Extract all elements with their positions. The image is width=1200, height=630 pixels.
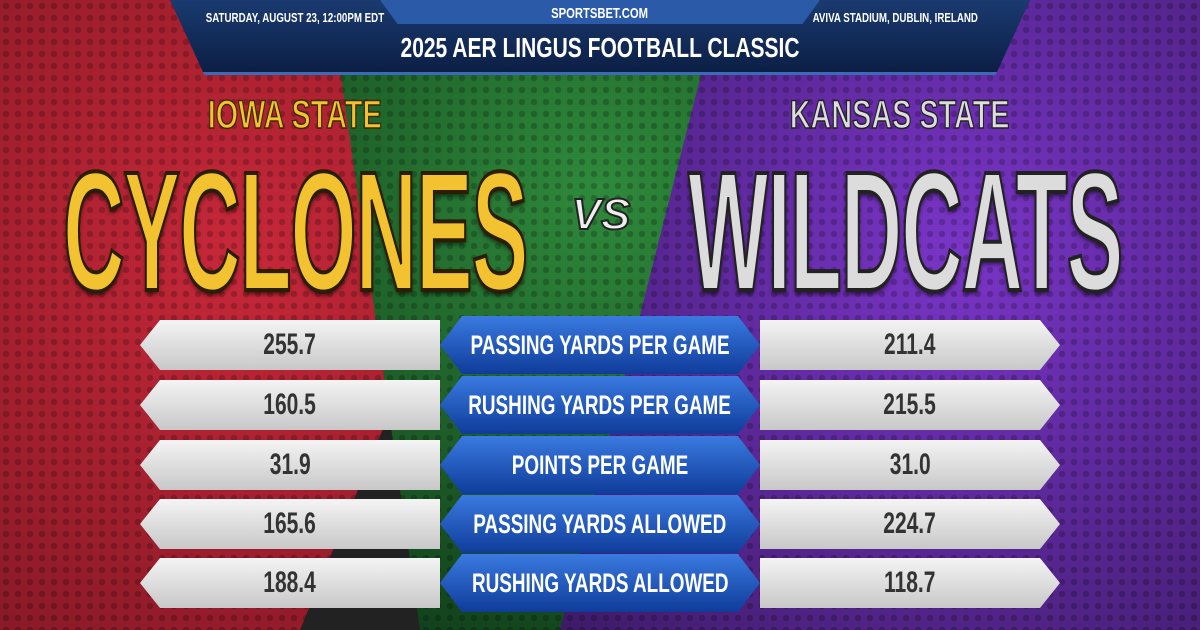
away-school: KANSAS STATE xyxy=(790,93,1011,137)
stat-label: PASSING YARDS ALLOWED xyxy=(473,508,727,539)
site-banner xyxy=(380,0,820,24)
home-stat-value: 31.9 xyxy=(269,448,311,481)
home-stat-box: 160.5 xyxy=(140,380,440,430)
stat-row: 188.4 118.7 RUSHING YARDS ALLOWED xyxy=(0,554,1200,612)
home-stat-box: 255.7 xyxy=(140,320,440,370)
away-stat-box: 118.7 xyxy=(760,558,1060,608)
site-name-box: SPORTSBET.COM xyxy=(450,3,750,23)
away-stat-value: 211.4 xyxy=(884,328,936,361)
away-school-box: KANSAS STATE xyxy=(700,92,1100,138)
home-stat-value: 165.6 xyxy=(263,507,317,540)
event-title: 2025 AER LINGUS FOOTBALL CLASSIC xyxy=(400,32,800,63)
home-stat-value: 255.7 xyxy=(263,328,317,361)
venue: AVIVA STADIUM, DUBLIN, IRELAND xyxy=(812,9,978,25)
stat-row: 160.5 215.5 RUSHING YARDS PER GAME xyxy=(0,376,1200,434)
site-name: SPORTSBET.COM xyxy=(551,4,649,22)
stat-label: RUSHING YARDS PER GAME xyxy=(468,389,732,420)
stat-label-box: PASSING YARDS ALLOWED xyxy=(440,495,760,553)
away-stat-value: 224.7 xyxy=(883,507,937,540)
away-mascot: WILDCATS xyxy=(687,137,1124,327)
away-mascot-box: WILDCATS xyxy=(640,137,1170,327)
stat-label-box: POINTS PER GAME xyxy=(440,436,760,494)
stat-label-box: RUSHING YARDS ALLOWED xyxy=(440,554,760,612)
home-school-box: IOWA STATE xyxy=(120,92,470,138)
stat-label-box: PASSING YARDS PER GAME xyxy=(440,316,760,374)
stat-row: 165.6 224.7 PASSING YARDS ALLOWED xyxy=(0,495,1200,553)
away-stat-value: 215.5 xyxy=(883,388,937,421)
away-stat-box: 211.4 xyxy=(760,320,1060,370)
vs-label: VS xyxy=(571,190,632,239)
home-school: IOWA STATE xyxy=(208,93,383,137)
stat-row: 31.9 31.0 POINTS PER GAME xyxy=(0,436,1200,494)
venue-box: AVIVA STADIUM, DUBLIN, IRELAND xyxy=(770,8,1020,26)
game-date-box: SATURDAY, AUGUST 23, 12:00PM EDT xyxy=(175,8,415,26)
stat-label: RUSHING YARDS ALLOWED xyxy=(471,567,729,598)
home-stat-box: 31.9 xyxy=(140,440,440,490)
stat-row: 255.7 211.4 PASSING YARDS PER GAME xyxy=(0,316,1200,374)
home-stat-value: 160.5 xyxy=(263,388,317,421)
away-stat-value: 31.0 xyxy=(889,448,931,481)
vs-box: VS xyxy=(565,190,637,240)
away-stat-box: 31.0 xyxy=(760,440,1060,490)
event-title-box: 2025 AER LINGUS FOOTBALL CLASSIC xyxy=(300,32,900,64)
home-stat-box: 188.4 xyxy=(140,558,440,608)
away-stat-box: 224.7 xyxy=(760,499,1060,549)
away-stat-value: 118.7 xyxy=(884,566,936,599)
home-mascot-box: CYCLONES xyxy=(30,137,560,327)
home-stat-box: 165.6 xyxy=(140,499,440,549)
stat-label: POINTS PER GAME xyxy=(511,449,689,480)
home-stat-value: 188.4 xyxy=(263,566,317,599)
stat-label-box: RUSHING YARDS PER GAME xyxy=(440,376,760,434)
game-date: SATURDAY, AUGUST 23, 12:00PM EDT xyxy=(205,9,385,25)
home-mascot: CYCLONES xyxy=(62,137,529,327)
stat-label: PASSING YARDS PER GAME xyxy=(470,329,730,360)
away-stat-box: 215.5 xyxy=(760,380,1060,430)
